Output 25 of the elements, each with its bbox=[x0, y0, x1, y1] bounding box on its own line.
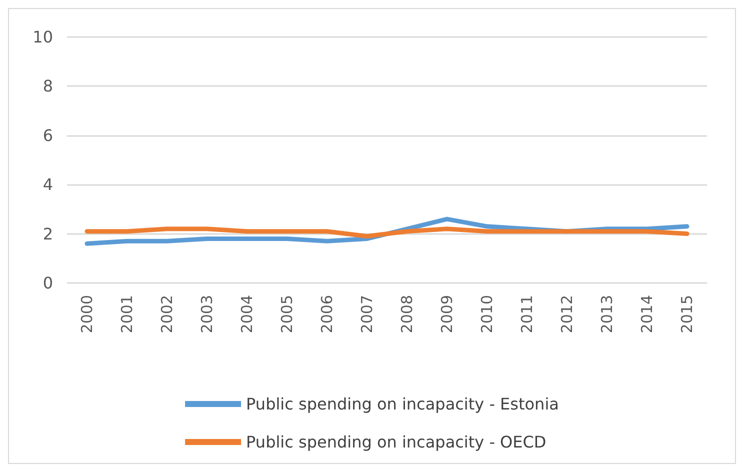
y-tick-label: 8 bbox=[42, 76, 53, 96]
y-tick-label: 4 bbox=[42, 175, 53, 194]
x-tick-label: 2010 bbox=[478, 295, 496, 334]
x-tick-label: 2004 bbox=[238, 295, 256, 334]
y-tick-label: 6 bbox=[42, 126, 53, 145]
x-tick-label: 2008 bbox=[398, 295, 416, 334]
x-tick-label: 2015 bbox=[678, 295, 696, 334]
x-tick-label: 2009 bbox=[438, 295, 456, 334]
y-tick-label: 10 bbox=[32, 28, 53, 46]
x-tick-label: 2003 bbox=[198, 295, 216, 334]
x-tick-label: 2001 bbox=[118, 295, 136, 334]
legend-label: Public spending on incapacity - Estonia bbox=[246, 394, 559, 414]
x-tick-label: 2006 bbox=[318, 295, 336, 334]
x-tick-label: 2011 bbox=[518, 295, 536, 334]
x-tick-label: 2012 bbox=[558, 295, 576, 334]
x-tick-label: 2013 bbox=[598, 295, 616, 334]
y-tick-label: 2 bbox=[42, 224, 53, 244]
y-tick-label: 0 bbox=[42, 274, 53, 292]
x-tick-label: 2014 bbox=[638, 295, 656, 334]
x-tick-label: 2007 bbox=[358, 295, 376, 334]
legend-label: Public spending on incapacity - OECD bbox=[246, 432, 546, 452]
x-tick-label: 2000 bbox=[78, 295, 96, 334]
x-tick-label: 2005 bbox=[278, 295, 296, 334]
line-series bbox=[84, 226, 690, 239]
x-tick-label: 2002 bbox=[158, 295, 176, 334]
